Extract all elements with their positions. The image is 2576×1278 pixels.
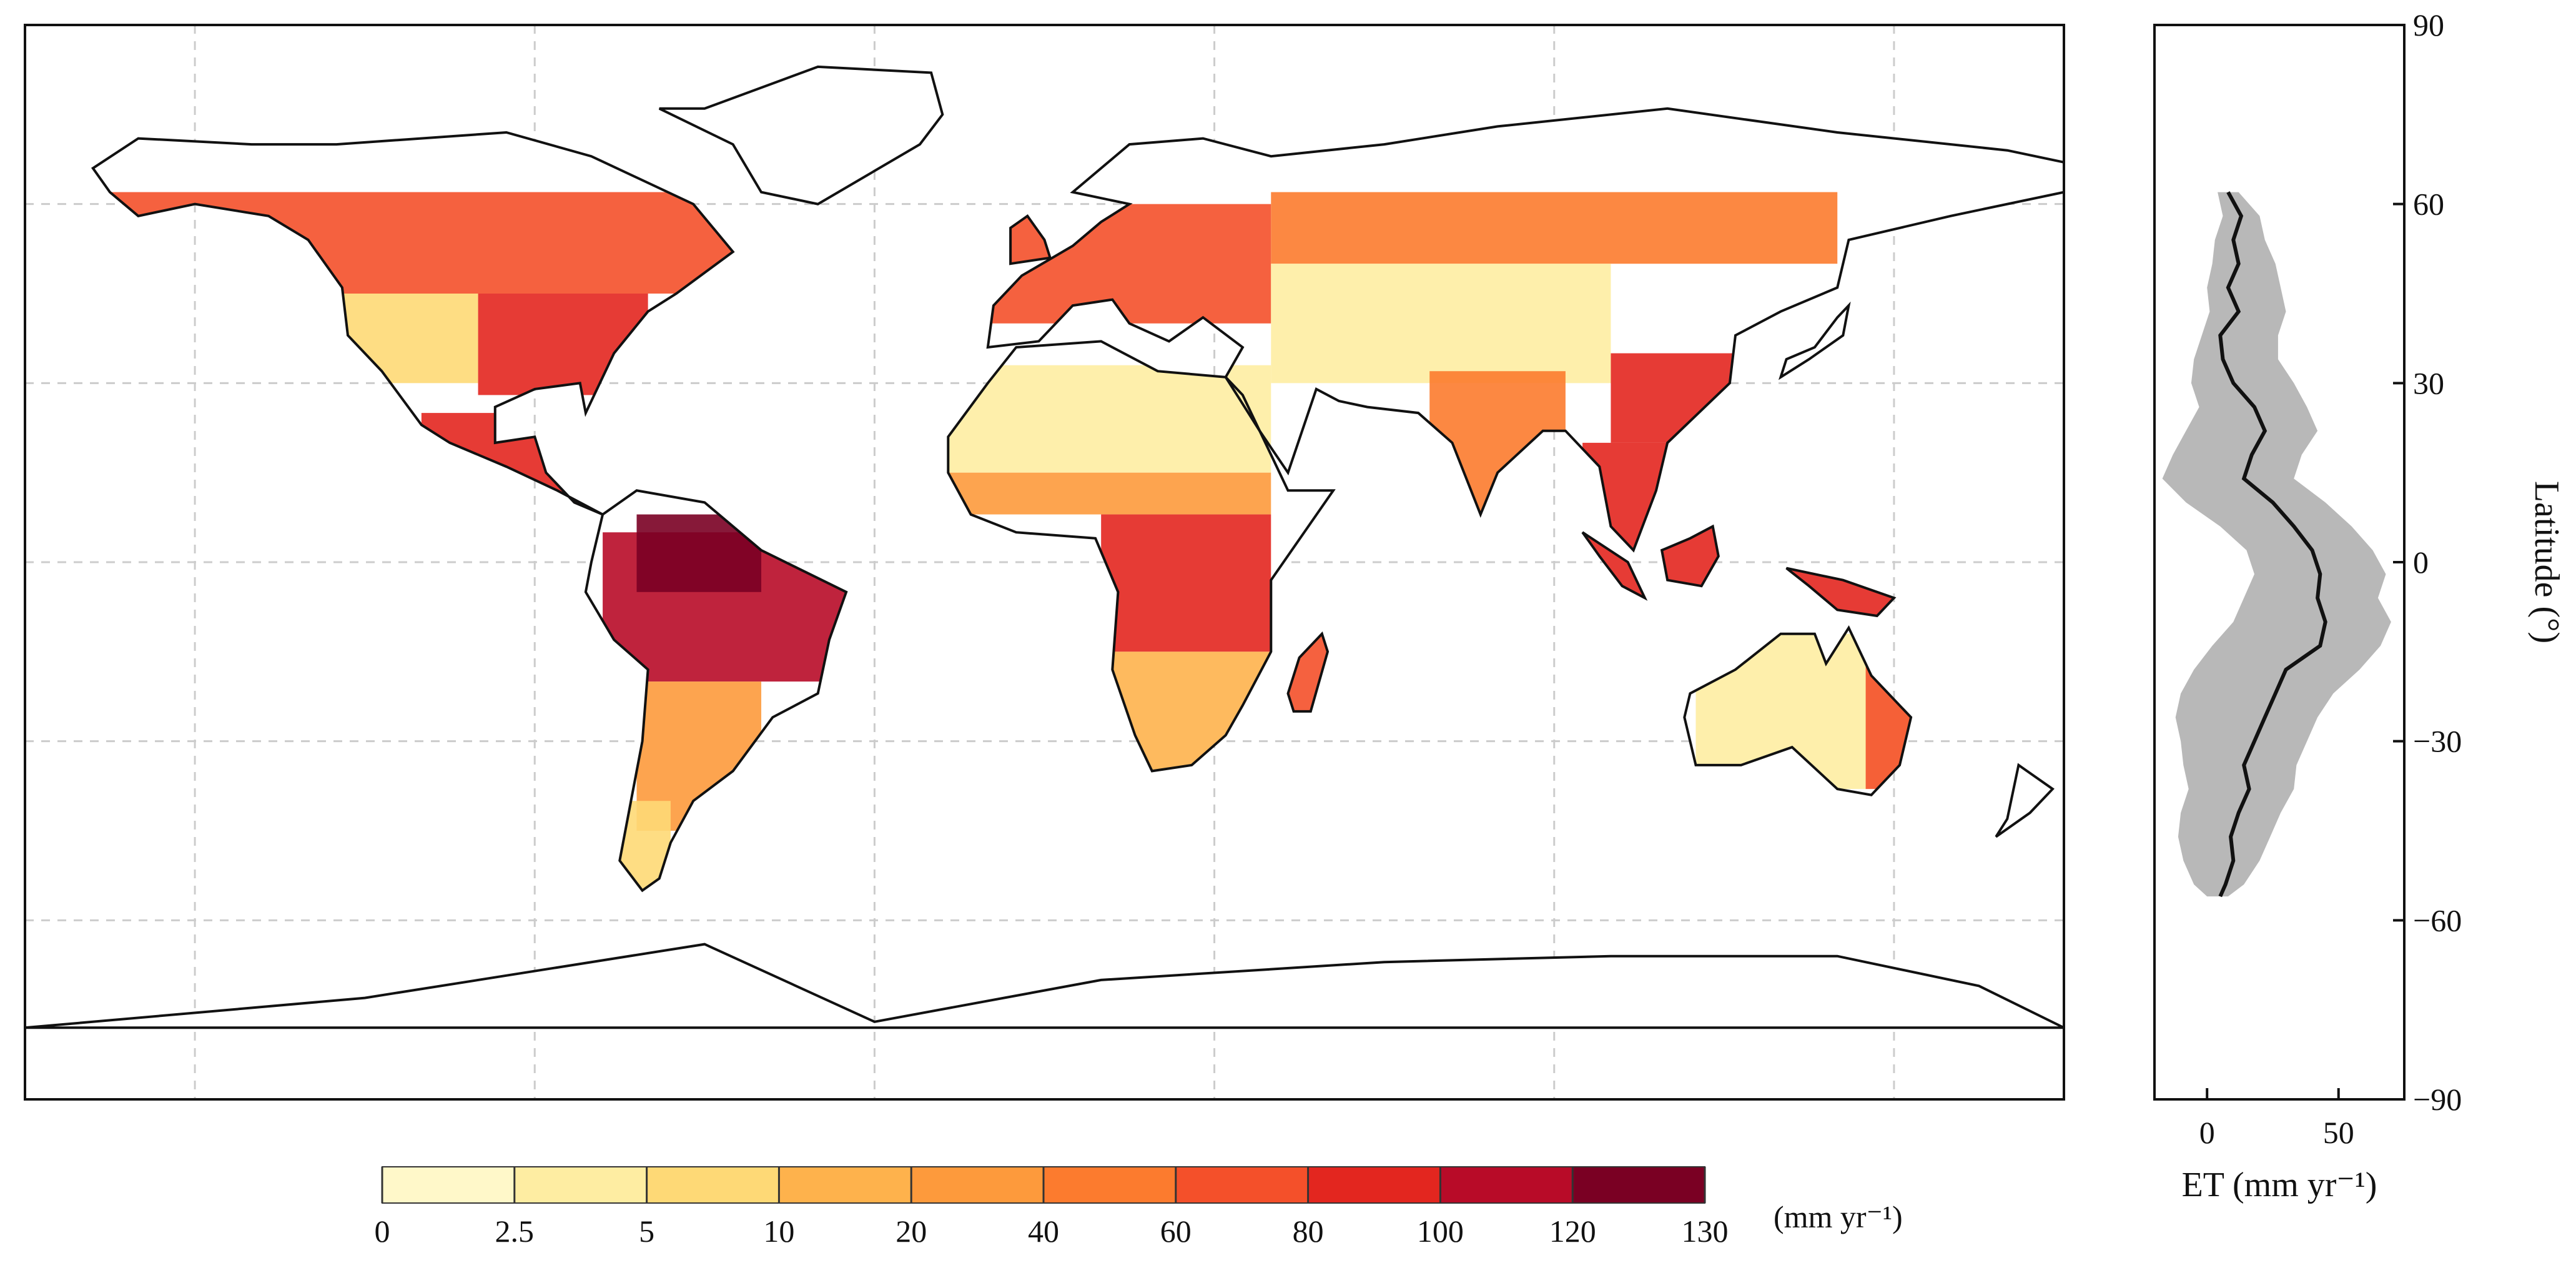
colorbar-tick-label: 5 (639, 1214, 654, 1249)
coastline-new-guinea (1785, 567, 1897, 618)
profile-x-tick-label: 0 (2199, 1115, 2215, 1150)
colorbar-tick-label: 60 (1160, 1214, 1192, 1249)
colorbar-cell (1175, 1166, 1309, 1204)
coastline-sumatra (1581, 531, 1648, 601)
profile-uncertainty-band (2162, 192, 2391, 897)
map-frame (24, 24, 2065, 1101)
map-coastlines (24, 65, 2065, 1029)
coastline-new-zealand (1995, 763, 2055, 838)
colorbar-tick-label: 40 (1028, 1214, 1059, 1249)
landmass-japan (1780, 305, 1849, 377)
et-region (1271, 264, 1611, 384)
colorbar-tick-label: 100 (1417, 1214, 1464, 1249)
colorbar-tick-label: 10 (763, 1214, 794, 1249)
et-region (1101, 514, 1271, 652)
colorbar-cell (778, 1166, 912, 1204)
colorbar-cell (382, 1166, 515, 1204)
colorbar-tick-label: 20 (896, 1214, 927, 1249)
profile-y-tick-label: 60 (2413, 187, 2444, 222)
profile-y-tick-label: −30 (2413, 724, 2462, 759)
coastline-japan (1778, 301, 1851, 380)
profile-mean-line (2218, 191, 2327, 898)
landmass-greenland (659, 66, 943, 204)
coastline-south-america (584, 489, 848, 893)
profile-y-ticks: 90 60 30 0 −30 −60 −90 (2393, 7, 2462, 1117)
colorbar-cell (646, 1166, 780, 1204)
colorbar-tick-label: 2.5 (495, 1214, 535, 1249)
coastline-antarctica (24, 943, 2065, 1029)
coastline-eurasia (986, 107, 2065, 553)
profile-y-axis-label: Latitude (°) (2527, 481, 2566, 643)
profile-x-axis-label: ET (mm yr⁻¹) (2182, 1166, 2377, 1204)
colorbar-ticks: 0 2.5 5 10 20 40 60 80 100 120 130 (375, 1167, 1729, 1249)
coastline-australia (1683, 625, 1913, 796)
colorbar: 0 2.5 5 10 20 40 60 80 100 120 130 (mm yr⁻¹) (375, 1166, 1903, 1249)
et-region (1271, 192, 1838, 264)
map-panel (24, 24, 2065, 1101)
profile-y-tick-label: 0 (2413, 545, 2429, 580)
colorbar-cell (1043, 1166, 1177, 1204)
profile-x-tick-label: 50 (2323, 1115, 2354, 1150)
coastline-africa (947, 340, 1336, 773)
colorbar-unit-label: (mm yr⁻¹) (1774, 1199, 1903, 1234)
colorbar-tick-label: 120 (1549, 1214, 1596, 1249)
profile-x-ticks: 0 50 (2199, 1088, 2354, 1150)
colorbar-cell (1439, 1166, 1574, 1204)
profile-y-tick-label: −90 (2413, 1082, 2462, 1117)
colorbar-tick-label: 80 (1293, 1214, 1324, 1249)
colorbar-cell (1572, 1166, 1705, 1204)
landmass-antarctica (25, 944, 2064, 1028)
coastline-greenland (658, 65, 944, 206)
landmass-new-zealand (1996, 765, 2053, 837)
colorbar-cell (910, 1166, 1044, 1204)
coastline-madagascar (1286, 631, 1330, 713)
coastline-north-america (91, 131, 735, 516)
colorbar-cell (513, 1166, 648, 1204)
coastline-uk (1009, 214, 1052, 265)
profile-y-tick-label: 30 (2413, 365, 2444, 400)
profile-panel: 90 60 30 0 −30 −60 −90 0 50 ET (mm yr⁻¹) Latitu… (2153, 7, 2566, 1204)
colorbar-cell (1307, 1166, 1441, 1204)
et-region (948, 472, 1271, 515)
et-region (948, 365, 1271, 473)
profile-y-tick-label: 90 (2413, 7, 2444, 42)
colorbar-tick-label: 130 (1682, 1214, 1729, 1249)
coastline-indonesia-borneo (1660, 524, 1720, 588)
colorbar-tick-label: 0 (375, 1214, 390, 1249)
profile-y-tick-label: −60 (2413, 903, 2462, 938)
